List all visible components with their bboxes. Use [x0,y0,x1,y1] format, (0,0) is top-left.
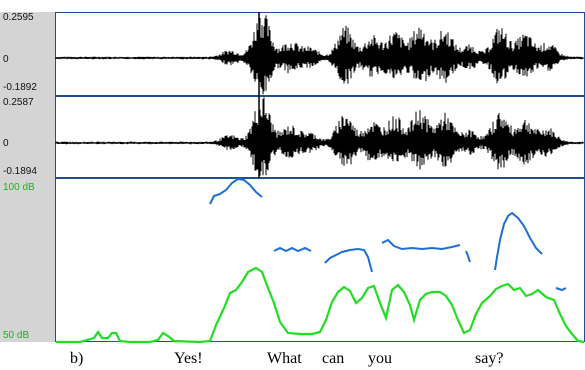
pitch-segment [555,287,567,292]
caption-word-4: you [368,350,392,367]
caption-word-5: say? [475,350,504,367]
bottom-wave-max-label: 0.2587 [3,97,34,108]
y-axis-strip [0,12,55,342]
intensity-bottom-label: 50 dB [3,330,30,341]
pitch-contour [209,177,567,292]
waveform-path [55,15,584,95]
pitch-segment [209,177,263,205]
intensity-top-label: 100 dB [3,182,35,193]
pitch-segment [494,211,543,271]
caption-word-3: can [322,350,345,367]
caption-word-2: What [267,350,302,367]
waveform-trace-1 [55,15,584,95]
top-wave-max-label: 0.2595 [3,12,34,23]
waveform-path [55,97,584,176]
bottom-wave-zero-label: 0 [3,138,9,149]
top-wave-min-label: -0.1892 [3,82,37,93]
bottom-wave-min-label: -0.1894 [3,166,37,177]
pitch-segment [273,246,312,253]
top-wave-zero-label: 0 [3,54,9,65]
pitch-segment [324,247,373,273]
intensity-curve [56,266,585,344]
pitch-segment [381,238,461,251]
caption-word-1: Yes! [174,350,203,367]
waveform-trace-2 [55,97,584,176]
caption-label: b) [70,350,84,367]
pitch-segment [465,250,471,263]
